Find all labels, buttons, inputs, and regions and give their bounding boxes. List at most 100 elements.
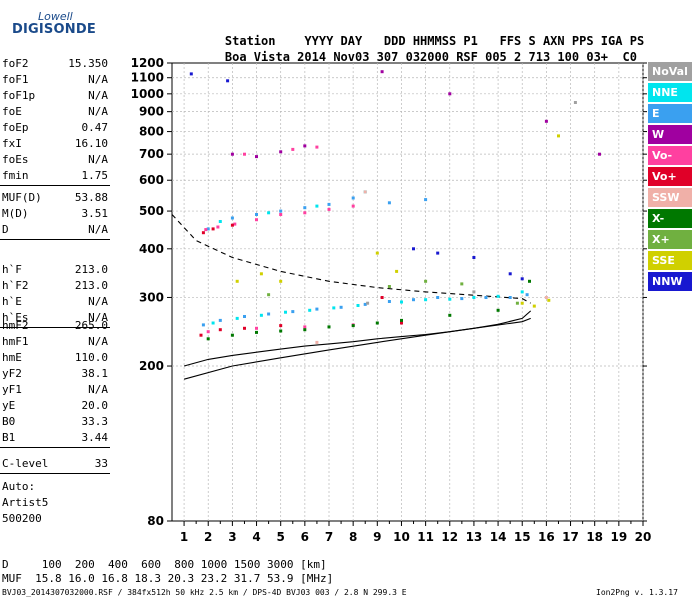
parameter-row: MUF(D) 53.88 bbox=[2, 190, 108, 206]
data-point bbox=[255, 155, 258, 159]
header-label: HHMMSS bbox=[412, 34, 457, 48]
data-point bbox=[303, 206, 307, 210]
header-value: 2014 bbox=[297, 50, 327, 64]
legend-item: SSE bbox=[648, 251, 692, 270]
header-value: 005 bbox=[485, 50, 507, 64]
header-value: 307 bbox=[376, 50, 399, 64]
data-point bbox=[472, 296, 476, 299]
data-point bbox=[380, 70, 384, 74]
parameter-value: N/A bbox=[88, 335, 108, 348]
data-point bbox=[508, 296, 512, 299]
muf-frequency-value: 16.8 bbox=[101, 572, 128, 585]
data-point bbox=[218, 318, 222, 322]
data-point bbox=[206, 330, 210, 334]
parameter-separator bbox=[0, 239, 110, 240]
parameter-row: hmF2 265.0 bbox=[2, 318, 108, 334]
parameter-separator bbox=[0, 473, 110, 474]
data-point bbox=[303, 328, 307, 332]
parameter-row: D N/A bbox=[2, 222, 108, 238]
data-point bbox=[226, 79, 230, 83]
parameter-value: 15.350 bbox=[68, 57, 108, 70]
muf-frequency-value: 23.2 bbox=[200, 572, 228, 585]
parameter-row: h`E N/A bbox=[2, 294, 108, 310]
parameter-name: foF2 bbox=[2, 57, 29, 70]
parameter-row: B0 33.3 bbox=[2, 414, 108, 430]
parameter-value: 16.10 bbox=[74, 137, 108, 150]
legend-item: NNW bbox=[648, 272, 692, 291]
y-tick-label: 500 bbox=[139, 204, 164, 218]
parameter-name: hmE bbox=[2, 351, 22, 364]
x-tick-label: 15 bbox=[514, 530, 531, 544]
parameter-row: yE 20.0 bbox=[2, 398, 108, 414]
x-tick-label: 5 bbox=[277, 530, 285, 544]
muf-frequency-value: 15.8 bbox=[35, 572, 62, 585]
parameter-value: 265.0 bbox=[74, 319, 108, 332]
data-point bbox=[291, 310, 295, 314]
muf-frequency-row: MUF 15.8 16.0 16.8 18.3 20.3 23.2 31.7 5… bbox=[2, 572, 333, 585]
x-tick-label: 7 bbox=[325, 530, 333, 544]
data-point bbox=[332, 306, 336, 310]
parameter-value: N/A bbox=[88, 73, 108, 86]
parameter-value: 110.0 bbox=[74, 351, 108, 364]
auto-label: Auto: bbox=[2, 480, 36, 493]
artist-code: 500200 bbox=[2, 512, 42, 525]
data-point bbox=[528, 279, 531, 283]
header-label: PPS bbox=[571, 34, 594, 48]
data-point bbox=[351, 204, 355, 208]
y-tick-label: 900 bbox=[139, 105, 164, 119]
header-value: 2 bbox=[514, 50, 522, 64]
muf-distance-label: D bbox=[2, 558, 9, 571]
data-point bbox=[279, 150, 283, 154]
data-point bbox=[267, 293, 271, 297]
muf-frequency-value: 31.7 bbox=[233, 572, 261, 585]
parameter-row: yF2 38.1 bbox=[2, 366, 108, 382]
muf-frequency-value: 18.3 bbox=[134, 572, 162, 585]
data-point bbox=[557, 134, 560, 138]
data-point bbox=[230, 152, 234, 156]
parameter-name: MUF(D) bbox=[2, 191, 42, 204]
x-tick-label: 3 bbox=[228, 530, 236, 544]
muf-frequency-label: MUF bbox=[2, 572, 22, 585]
data-point bbox=[230, 333, 234, 337]
data-point bbox=[544, 119, 548, 123]
parameter-row: fxI 16.10 bbox=[2, 136, 108, 152]
parameter-separator bbox=[0, 185, 110, 186]
parameter-value: 0.47 bbox=[81, 121, 109, 134]
parameter-value: N/A bbox=[88, 311, 108, 324]
data-point bbox=[291, 147, 295, 151]
parameter-name: M(D) bbox=[2, 207, 29, 220]
parameter-name: h`F bbox=[2, 263, 22, 276]
header-label: DAY bbox=[340, 34, 363, 48]
data-point bbox=[412, 247, 415, 251]
y-tick-label: 700 bbox=[139, 147, 164, 161]
header-value: 032000 bbox=[405, 50, 449, 64]
header-label: P1 bbox=[463, 34, 478, 48]
header-label: PS bbox=[629, 34, 645, 48]
data-point bbox=[525, 293, 529, 297]
parameter-row: foEs N/A bbox=[2, 152, 108, 168]
data-point bbox=[206, 337, 210, 341]
parameter-name: yF2 bbox=[2, 367, 22, 380]
legend-item: X- bbox=[648, 209, 692, 228]
data-point bbox=[387, 285, 391, 288]
data-point bbox=[243, 326, 246, 330]
parameter-name: fmin bbox=[2, 169, 29, 182]
y-tick-label: 200 bbox=[139, 359, 164, 373]
legend-item: X+ bbox=[648, 230, 692, 249]
parameter-row: h`F2 213.0 bbox=[2, 278, 108, 294]
data-point bbox=[448, 297, 452, 301]
data-point bbox=[230, 223, 234, 227]
parameter-name: D bbox=[2, 223, 9, 236]
parameter-name: C-level bbox=[2, 457, 49, 470]
header-value: 100 bbox=[557, 50, 580, 64]
header-label: AXN bbox=[542, 34, 565, 48]
data-point bbox=[206, 227, 210, 231]
x-tick-label: 16 bbox=[538, 530, 555, 544]
header-value: 713 bbox=[528, 50, 551, 64]
muf-distance-value: 800 bbox=[174, 558, 195, 571]
data-point bbox=[573, 101, 577, 104]
parameter-separator bbox=[0, 327, 110, 328]
data-point bbox=[520, 277, 524, 281]
data-point bbox=[515, 301, 519, 305]
x-tick-label: 11 bbox=[417, 530, 434, 544]
